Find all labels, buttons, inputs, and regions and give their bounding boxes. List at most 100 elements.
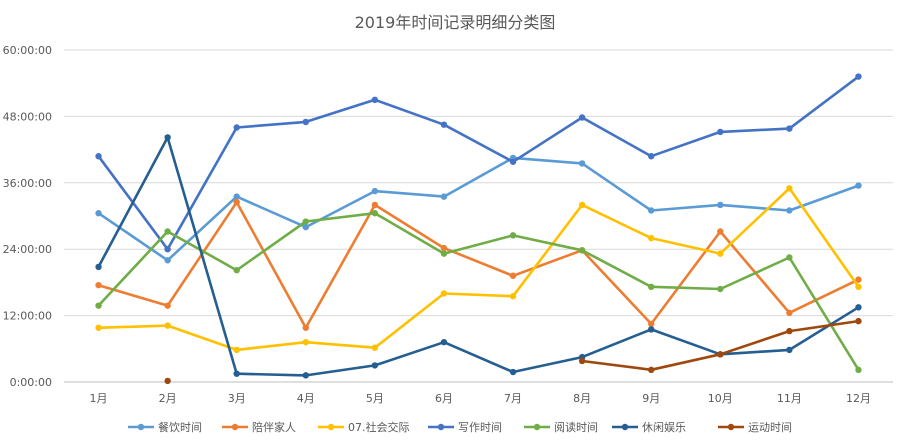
data-point (164, 228, 171, 235)
legend-item: 07.社会交际 (318, 420, 410, 434)
x-tick-label: 2月 (159, 392, 177, 405)
data-point (302, 118, 309, 126)
data-point (371, 362, 379, 369)
data-point (648, 320, 655, 328)
data-point (440, 244, 448, 252)
data-point (717, 228, 724, 235)
data-point (578, 114, 586, 121)
data-point (786, 327, 793, 335)
legend-swatch-marker (137, 423, 145, 431)
data-point (164, 134, 171, 141)
series-line (97, 200, 860, 330)
data-point (302, 372, 309, 379)
data-point (855, 182, 862, 189)
data-point (648, 153, 655, 160)
data-point (855, 366, 862, 374)
x-tick-label: 9月 (642, 392, 660, 405)
data-point (302, 223, 309, 231)
data-point (95, 324, 102, 331)
legend-item: 休闲娱乐 (612, 420, 686, 434)
legend-item: 陪伴家人 (222, 420, 296, 434)
series-line (97, 136, 860, 377)
legend-label: 07.社会交际 (348, 420, 410, 434)
x-tick-label: 10月 (708, 392, 733, 405)
legend-item: 阅读时间 (524, 420, 598, 434)
x-tick-label: 3月 (228, 392, 246, 405)
y-tick-label: 24:00:00 (3, 243, 52, 256)
series-line (97, 75, 860, 251)
data-point (648, 207, 655, 214)
data-point (95, 153, 102, 160)
data-point (302, 324, 309, 331)
data-point (509, 158, 517, 165)
data-point (95, 302, 102, 309)
data-point (717, 285, 724, 293)
y-tick-label: 48:00:00 (3, 110, 52, 123)
series-line (97, 156, 860, 262)
data-point (440, 121, 448, 128)
data-point (440, 338, 448, 346)
x-tick-label: 11月 (777, 392, 802, 405)
data-point (648, 283, 655, 291)
legend-label: 阅读时间 (554, 420, 598, 434)
data-point (578, 247, 586, 254)
legend-swatch-marker (621, 423, 629, 431)
data-point (578, 357, 586, 365)
legend-item: 写作时间 (428, 421, 502, 434)
data-point (95, 210, 102, 217)
data-point (509, 232, 517, 239)
y-tick-label: 12:00:00 (3, 310, 52, 323)
series-line (97, 187, 860, 352)
data-point (440, 290, 448, 297)
data-point (233, 193, 240, 200)
series-group (164, 317, 862, 385)
legend-swatch-marker (533, 423, 541, 431)
data-point (233, 267, 240, 274)
series-line (97, 211, 860, 372)
legend-label: 运动时间 (748, 421, 792, 434)
chart-title: 2019年时间记录明细分类图 (355, 13, 556, 32)
data-point (786, 207, 793, 214)
data-point (164, 322, 171, 329)
data-point (233, 370, 240, 377)
y-tick-label: 0:00:00 (10, 376, 52, 389)
data-point (578, 160, 586, 167)
legend-label: 写作时间 (458, 421, 502, 434)
data-point (509, 293, 517, 300)
data-point (371, 344, 379, 351)
data-point (578, 201, 586, 209)
data-point (371, 201, 379, 209)
legend-swatch-marker (727, 423, 735, 431)
legend-swatch-marker (437, 423, 445, 431)
data-point (786, 346, 793, 354)
data-point (717, 250, 724, 257)
x-tick-label: 5月 (366, 392, 384, 405)
data-point (95, 263, 102, 271)
legend-swatch-marker (327, 423, 335, 431)
data-point (717, 128, 724, 136)
data-point (371, 210, 379, 217)
data-point (371, 96, 379, 104)
data-point (509, 272, 517, 279)
data-point (786, 125, 793, 132)
legend-swatch-marker (231, 423, 239, 431)
data-point (233, 124, 240, 131)
data-point (164, 377, 171, 385)
series-group (95, 185, 862, 354)
data-point (855, 73, 862, 80)
y-tick-label: 36:00:00 (3, 177, 52, 190)
data-point (717, 201, 724, 209)
legend-label: 休闲娱乐 (642, 420, 686, 434)
gridlines (64, 49, 893, 383)
y-tick-label: 60:00:00 (3, 44, 52, 57)
data-point (164, 257, 171, 264)
x-tick-label: 12月 (846, 392, 871, 405)
data-point (440, 250, 448, 257)
legend: 餐饮时间 陪伴家人 07.社会交际 写作时间 阅读时间 休闲娱乐 运动时间 (128, 420, 792, 434)
series-line (580, 319, 860, 372)
data-point (786, 185, 793, 192)
legend-item: 餐饮时间 (128, 420, 202, 434)
x-tick-label: 8月 (573, 392, 591, 405)
